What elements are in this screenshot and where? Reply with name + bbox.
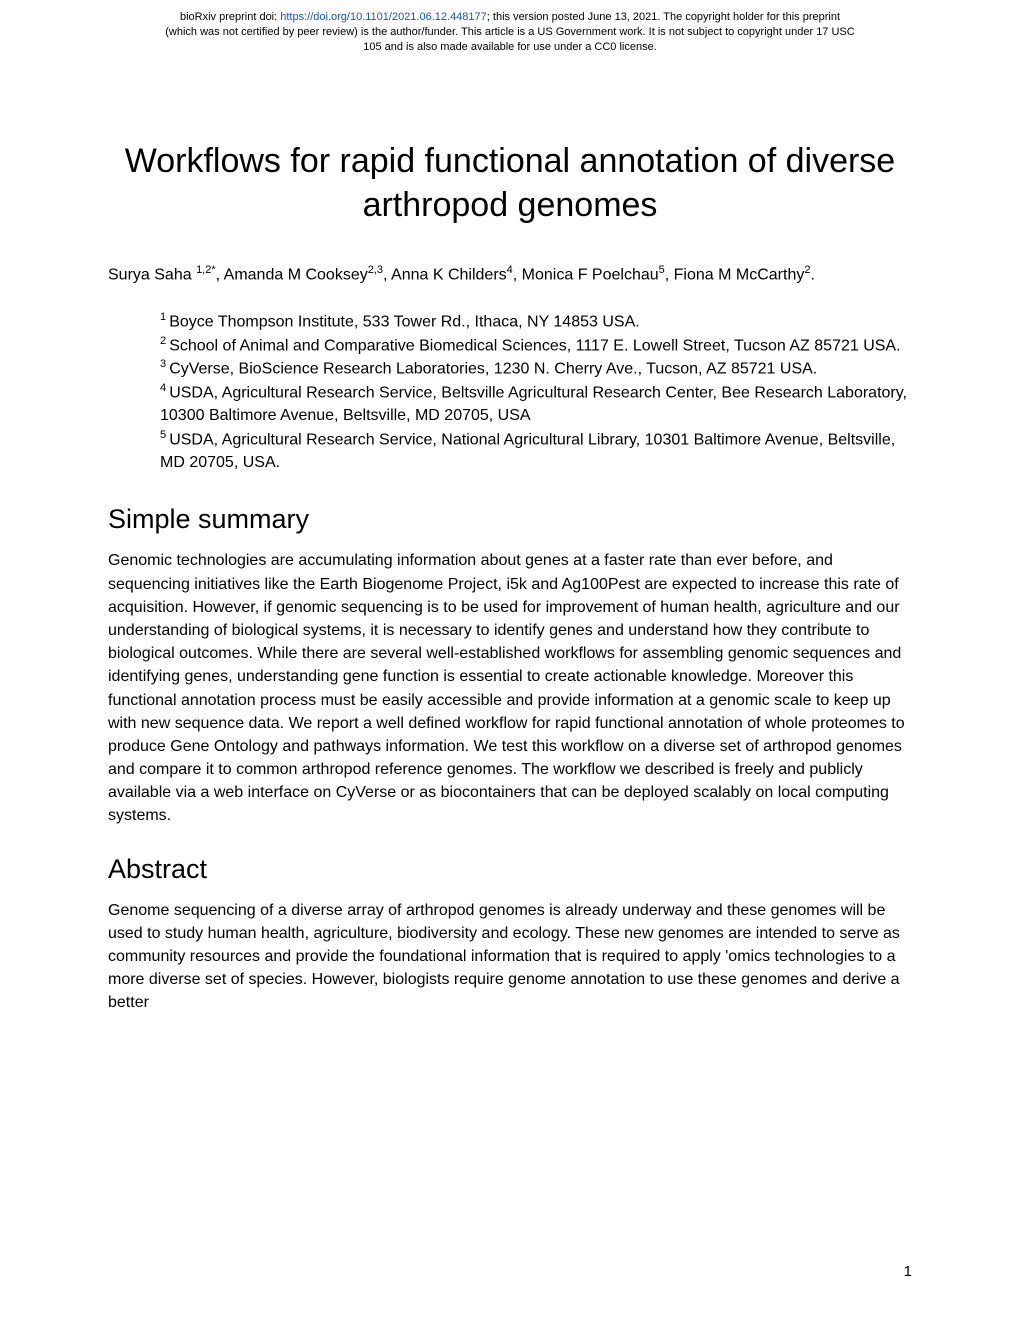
aff-num-3: 3 (160, 358, 169, 370)
aff-num-2: 2 (160, 335, 169, 347)
aff-text-4: USDA, Agricultural Research Service, Bel… (160, 384, 907, 424)
sep: , (513, 266, 522, 283)
page-content: Workflows for rapid functional annotatio… (0, 59, 1020, 1015)
page-number: 1 (904, 1263, 912, 1280)
author-4: Monica F Poelchau (522, 266, 659, 283)
aff-text-5: USDA, Agricultural Research Service, Nat… (160, 431, 895, 471)
sep: , (665, 266, 674, 283)
affiliation-5: 5 USDA, Agricultural Research Service, N… (160, 428, 912, 475)
author-end: . (810, 266, 814, 283)
abstract-heading: Abstract (108, 854, 912, 885)
aff-text-3: CyVerse, BioScience Research Laboratorie… (169, 361, 817, 378)
aff-text-2: School of Animal and Comparative Biomedi… (169, 337, 900, 354)
aff-num-1: 1 (160, 311, 169, 323)
aff-num-4: 4 (160, 382, 169, 394)
author-2: Amanda M Cooksey (224, 266, 368, 283)
abstract-body: Genome sequencing of a diverse array of … (108, 899, 912, 1015)
affiliation-2: 2 School of Animal and Comparative Biome… (160, 334, 912, 358)
simple-summary-body: Genomic technologies are accumulating in… (108, 549, 912, 827)
affiliation-list: 1 Boyce Thompson Institute, 533 Tower Rd… (108, 310, 912, 474)
preprint-line2: (which was not certified by peer review)… (165, 26, 854, 38)
sep: , (383, 266, 391, 283)
author-2-sup: 2,3 (368, 264, 383, 276)
aff-text-1: Boyce Thompson Institute, 533 Tower Rd.,… (169, 314, 640, 331)
doi-link[interactable]: https://doi.org/10.1101/2021.06.12.44817… (280, 11, 487, 23)
preprint-header: bioRxiv preprint doi: https://doi.org/10… (0, 0, 1020, 59)
affiliation-1: 1 Boyce Thompson Institute, 533 Tower Rd… (160, 310, 912, 334)
paper-title: Workflows for rapid functional annotatio… (108, 139, 912, 227)
affiliation-3: 3 CyVerse, BioScience Research Laborator… (160, 357, 912, 381)
sep: , (216, 266, 224, 283)
author-3: Anna K Childers (391, 266, 507, 283)
preprint-prefix: bioRxiv preprint doi: (180, 11, 280, 23)
author-1-sup: 1,2* (196, 264, 216, 276)
affiliation-4: 4 USDA, Agricultural Research Service, B… (160, 381, 912, 428)
author-list: Surya Saha 1,2*, Amanda M Cooksey2,3, An… (108, 263, 912, 287)
preprint-line3: 105 and is also made available for use u… (363, 41, 657, 53)
author-1: Surya Saha (108, 266, 196, 283)
aff-num-5: 5 (160, 429, 169, 441)
simple-summary-heading: Simple summary (108, 504, 912, 535)
author-5: Fiona M McCarthy (674, 266, 805, 283)
preprint-line1-rest: ; this version posted June 13, 2021. The… (487, 11, 840, 23)
